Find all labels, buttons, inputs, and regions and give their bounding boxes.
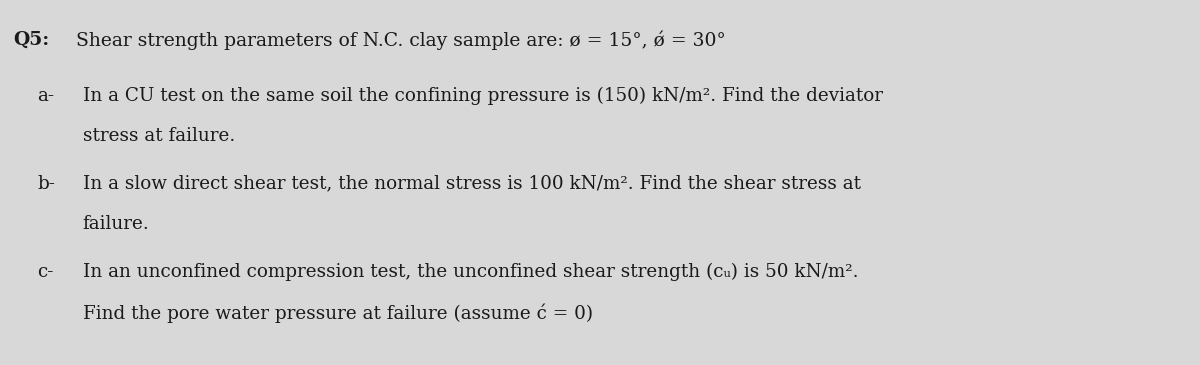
Text: In a CU test on the same soil the confining pressure is (150) kN/m². Find the de: In a CU test on the same soil the confin… [83, 87, 883, 105]
Text: b-: b- [37, 175, 55, 193]
Text: Q5:: Q5: [13, 30, 49, 49]
Text: In a slow direct shear test, the normal stress is 100 kN/m². Find the shear stre: In a slow direct shear test, the normal … [83, 175, 860, 193]
Text: stress at failure.: stress at failure. [83, 127, 235, 145]
Text: Shear strength parameters of N.C. clay sample are: ø = 15°, ǿ = 30°: Shear strength parameters of N.C. clay s… [76, 30, 725, 50]
Text: a-: a- [37, 87, 54, 104]
Text: c-: c- [37, 263, 54, 281]
Text: In an unconfined compression test, the unconfined shear strength (cᵤ) is 50 kN/m: In an unconfined compression test, the u… [83, 263, 858, 281]
Text: failure.: failure. [83, 215, 150, 233]
Text: Find the pore water pressure at failure (assume ć = 0): Find the pore water pressure at failure … [83, 303, 593, 323]
